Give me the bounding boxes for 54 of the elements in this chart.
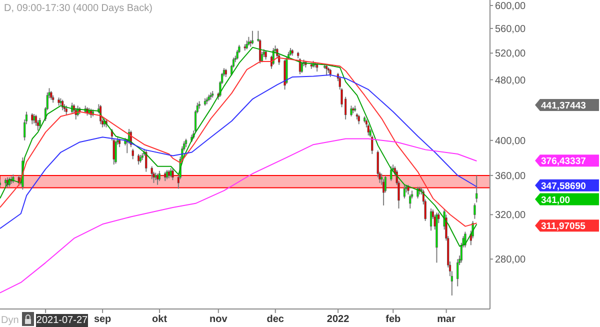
candlestick bbox=[31, 112, 34, 125]
text: 341,00 bbox=[541, 194, 570, 206]
candlestick bbox=[33, 114, 36, 124]
x-tick-label: mar bbox=[437, 314, 456, 326]
candlestick bbox=[300, 62, 303, 74]
y-tick-label: 280,00 bbox=[495, 254, 526, 266]
candlestick bbox=[456, 258, 459, 287]
candlestick bbox=[65, 105, 68, 116]
text: 311,97055 bbox=[541, 221, 586, 232]
candlestick bbox=[358, 114, 360, 125]
candlestick bbox=[34, 114, 38, 126]
text: 347,58690 bbox=[541, 180, 586, 192]
text: 2021-07-27 bbox=[36, 315, 88, 326]
candlestick bbox=[464, 231, 466, 248]
candlestick bbox=[474, 202, 476, 220]
candlestick bbox=[62, 99, 64, 111]
y-tick-label: 360,00 bbox=[495, 171, 526, 182]
x-tick-label: feb bbox=[386, 314, 401, 326]
candlestick bbox=[409, 194, 412, 209]
y-tick-label: 600,00 bbox=[495, 1, 526, 12]
y-tick-label: 560,00 bbox=[495, 24, 526, 36]
candlestick bbox=[150, 166, 153, 180]
text: Dyn bbox=[1, 315, 19, 326]
candlestick bbox=[251, 30, 254, 45]
candlestick bbox=[350, 105, 352, 117]
x-tick-label: sep bbox=[94, 314, 112, 326]
candlestick bbox=[264, 50, 267, 60]
candlestick bbox=[403, 184, 406, 199]
y-tick-label: 320,00 bbox=[495, 210, 526, 222]
text: 376,43337 bbox=[541, 156, 586, 168]
candlestick bbox=[172, 168, 174, 181]
candlestick bbox=[367, 124, 370, 136]
candlestick bbox=[132, 148, 134, 160]
y-tick-label: 400,00 bbox=[495, 136, 526, 147]
x-tick-label: okt bbox=[152, 314, 168, 326]
x-tick-label: nov bbox=[210, 314, 228, 326]
candlestick bbox=[38, 117, 41, 129]
candlestick bbox=[476, 174, 478, 203]
line-series bbox=[0, 138, 478, 294]
y-tick-label: 520,00 bbox=[495, 48, 526, 60]
x-tick-label: dec bbox=[266, 314, 284, 326]
candlestick bbox=[164, 171, 166, 182]
x-tick-label: 2022 bbox=[326, 314, 350, 326]
candlestick bbox=[114, 140, 117, 164]
y-tick-label: 480,00 bbox=[495, 75, 526, 86]
candlestick bbox=[236, 49, 238, 60]
text: 441,37443 bbox=[541, 100, 586, 112]
candlestick bbox=[416, 186, 419, 199]
candlestick bbox=[407, 184, 410, 195]
candlestick bbox=[170, 168, 172, 178]
candlestick bbox=[145, 150, 148, 172]
candlestick bbox=[158, 170, 160, 182]
chart-title: D, 09:00-17:30 (4000 Days Back) bbox=[4, 3, 152, 14]
candlestick bbox=[390, 166, 392, 182]
